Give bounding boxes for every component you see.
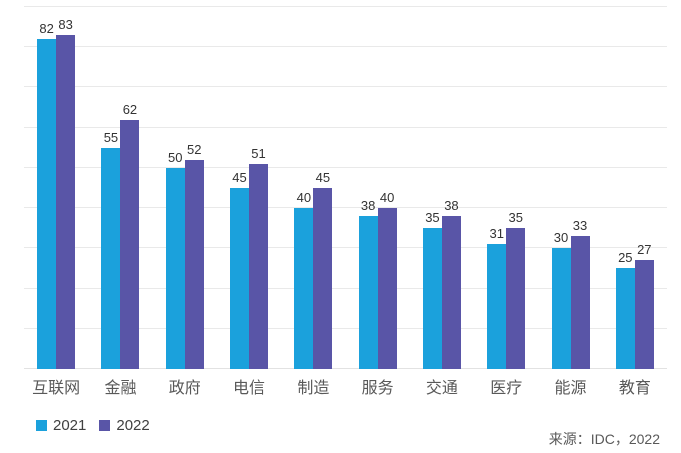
bar-value-label: 52 [187,141,202,157]
bar-value-label: 83 [58,17,73,33]
bar-group-服务: 38 40 [345,7,409,369]
gridline-20 [24,287,667,289]
bar-value-label: 27 [637,242,652,258]
bar-2022-政府: 52 [184,143,204,369]
bar-group-能源: 30 33 [538,7,602,369]
bar-groups: 82 83 55 62 50 52 45 51 40 45 38 40 35 38 31 35 30 33 25 27 [24,7,667,369]
x-axis-label-电信: 电信 [233,380,266,397]
bar-value-label: 38 [360,198,376,214]
bar-group-医疗: 31 35 [474,7,538,369]
bar-value-label: 40 [379,190,395,206]
bar-value-label: 38 [444,198,459,214]
bar-value-label: 50 [168,149,183,165]
legend-swatch-2022-icon [99,420,111,431]
gridline-40 [24,207,667,209]
bar-2021-医疗: 31 [487,227,507,369]
bar-value-label: 35 [425,210,440,226]
legend-label-2022: 2022 [116,417,150,434]
bar-2021-服务: 38 [358,199,378,369]
bar-group-交通: 35 38 [410,7,474,369]
bar-group-电信: 45 51 [217,7,281,369]
bar-value-label: 30 [553,230,569,246]
x-axis-label-交通: 交通 [425,380,458,397]
bar-2021-制造: 40 [294,191,314,369]
bar-group-教育: 25 27 [603,7,667,369]
x-axis-label-金融: 金融 [104,380,137,397]
bar-value-label: 40 [296,190,312,206]
gridline-50 [24,166,667,168]
bar-value-label: 45 [315,170,331,185]
bar-2021-交通: 35 [422,211,442,369]
bar-2022-互联网: 83 [56,18,76,369]
gridline-90 [24,6,667,7]
bar-value-label: 51 [251,145,266,161]
bar-2022-服务: 40 [377,191,397,369]
x-axis-labels: 互联网 金融 政府 电信 制造 服务 交通 医疗 能源 教育 [24,374,667,398]
legend-item-2021: 2021 [36,417,86,434]
x-axis-label-互联网: 互联网 [32,380,81,397]
bar-2022-金融: 62 [120,103,140,369]
bar-2021-金融: 55 [101,131,121,369]
gridline-10 [24,327,667,329]
x-axis-label-政府: 政府 [168,380,201,397]
x-axis-label-教育: 教育 [618,380,651,397]
bar-group-互联网: 82 83 [24,7,88,369]
legend-swatch-2021-icon [36,420,47,431]
bar-2021-电信: 45 [230,171,250,369]
gridline-60 [24,126,667,128]
bar-2022-教育: 27 [634,243,654,369]
bar-group-政府: 50 52 [153,7,217,369]
bar-2021-教育: 25 [615,251,635,369]
gridline-80 [24,46,667,48]
bar-value-label: 25 [618,250,633,266]
bar-value-label: 55 [103,129,119,145]
legend-label-2021: 2021 [53,417,87,434]
gridline-70 [24,86,667,88]
bar-value-label: 82 [39,21,54,37]
bar-value-label: 45 [232,170,247,185]
bar-value-label: 62 [122,101,138,117]
bar-2022-制造: 45 [313,171,333,369]
x-axis-line [24,368,667,369]
chart-plot-area: 82 83 55 62 50 52 45 51 40 45 38 40 35 38 31 35 30 33 25 27 [24,6,667,369]
x-axis-label-医疗: 医疗 [490,380,523,397]
bar-2022-交通: 38 [441,199,461,369]
x-axis-label-能源: 能源 [554,380,587,397]
source-note: 来源：IDC，2022 [548,431,660,447]
bar-group-制造: 40 45 [281,7,345,369]
bar-value-label: 35 [508,210,523,226]
bar-value-label: 33 [572,218,588,234]
bar-group-金融: 55 62 [88,7,152,369]
legend-item-2022: 2022 [99,417,150,434]
bar-2022-医疗: 35 [506,211,526,369]
bar-2022-能源: 33 [570,219,590,369]
x-axis-label-制造: 制造 [297,380,330,397]
bar-2021-互联网: 82 [37,22,57,369]
bar-2022-电信: 51 [249,147,269,369]
bar-value-label: 31 [489,226,504,242]
x-axis-label-服务: 服务 [361,380,394,397]
bar-2021-政府: 50 [165,151,185,369]
gridline-30 [24,247,667,249]
chart-legend: 2021 2022 [36,417,150,434]
bar-2021-能源: 30 [551,231,571,369]
